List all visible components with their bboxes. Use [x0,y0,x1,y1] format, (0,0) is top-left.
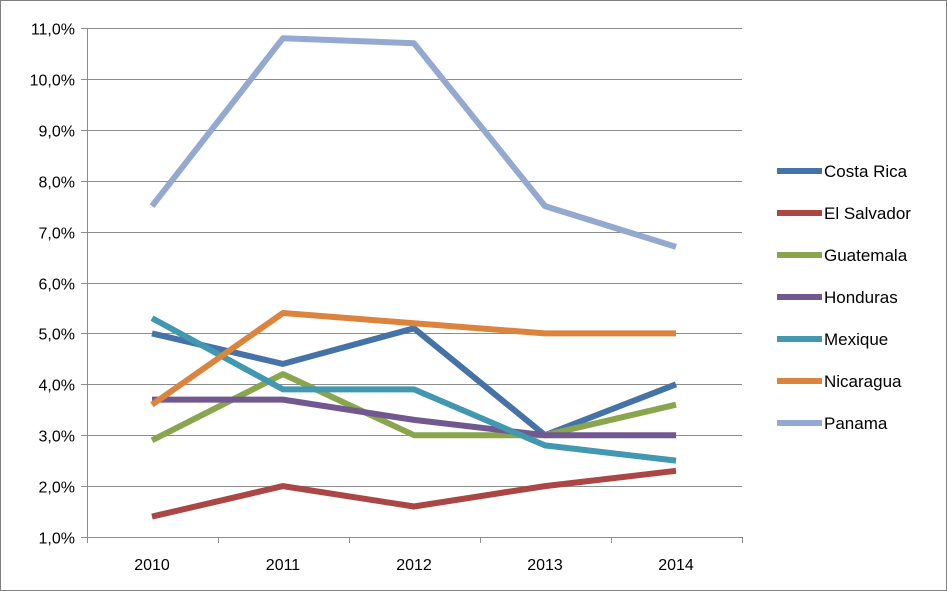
x-tick-label: 2012 [396,557,432,574]
legend-label: Guatemala [824,246,908,265]
series-line-panama [149,35,677,250]
y-tick-label: 9,0% [39,124,75,141]
series-line-costa-rica [151,325,678,439]
legend: Costa Rica El Salvador Guatemala Honduras Me… [777,162,911,433]
legend-item: Panama [777,414,888,433]
x-axis-tick-labels: 2010 2011 2012 2013 2014 [134,557,694,574]
series-lines [149,35,678,520]
legend-label: Nicaragua [824,372,902,391]
legend-label: Panama [824,414,888,433]
x-tick-label: 2014 [658,557,694,574]
y-tick-label: 6,0% [39,277,75,294]
series-line-guatemala [150,371,677,443]
legend-item: Honduras [777,288,898,307]
y-tick-label: 1,0% [39,531,75,548]
series-line-honduras [152,396,676,439]
legend-label: Mexique [824,330,888,349]
y-tick-label: 7,0% [39,226,75,243]
y-tick-label: 5,0% [39,327,75,344]
y-axis-tick-labels: 1,0% 2,0% 3,0% 4,0% 5,0% 6,0% 7,0% 8,0% 9,0% 10,0… [30,22,75,548]
legend-item: Nicaragua [777,372,902,391]
legend-item: El Salvador [777,204,911,223]
series-line-nicaragua [150,310,676,408]
legend-item: Costa Rica [777,162,908,181]
y-tick-label: 10,0% [30,73,75,90]
series-line-el-salvador [151,467,677,520]
legend-label: Honduras [824,288,898,307]
legend-item: Mexique [777,330,888,349]
y-tick-label: 2,0% [39,480,75,497]
axes [81,28,743,543]
legend-label: El Salvador [824,204,911,223]
y-tick-label: 8,0% [39,175,75,192]
x-tick-label: 2013 [527,557,563,574]
x-tick-label: 2011 [266,557,301,574]
y-tick-label: 4,0% [39,378,75,395]
y-tick-label: 3,0% [39,429,75,446]
legend-item: Guatemala [777,246,908,265]
y-tick-label: 11,0% [31,22,75,39]
legend-label: Costa Rica [824,162,908,181]
x-tick-label: 2010 [134,557,170,574]
series-line-mexique [150,315,677,464]
